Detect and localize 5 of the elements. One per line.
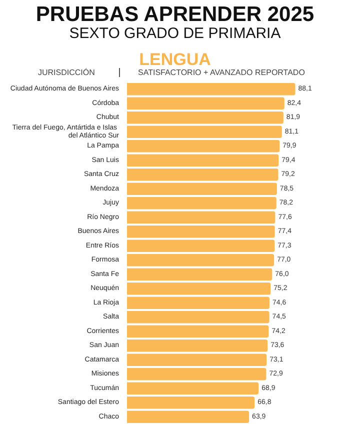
x-axis-title: SATISFACTORIO + AVANZADO REPORTADO bbox=[138, 68, 305, 77]
chart-title: PRUEBAS APRENDER 2025 bbox=[34, 3, 316, 26]
chart-subtitle: SEXTO GRADO DE PRIMARIA bbox=[68, 25, 282, 42]
y-axis-title: JURISDICCIÓN bbox=[38, 68, 95, 77]
text: LENGUA bbox=[138, 50, 212, 69]
